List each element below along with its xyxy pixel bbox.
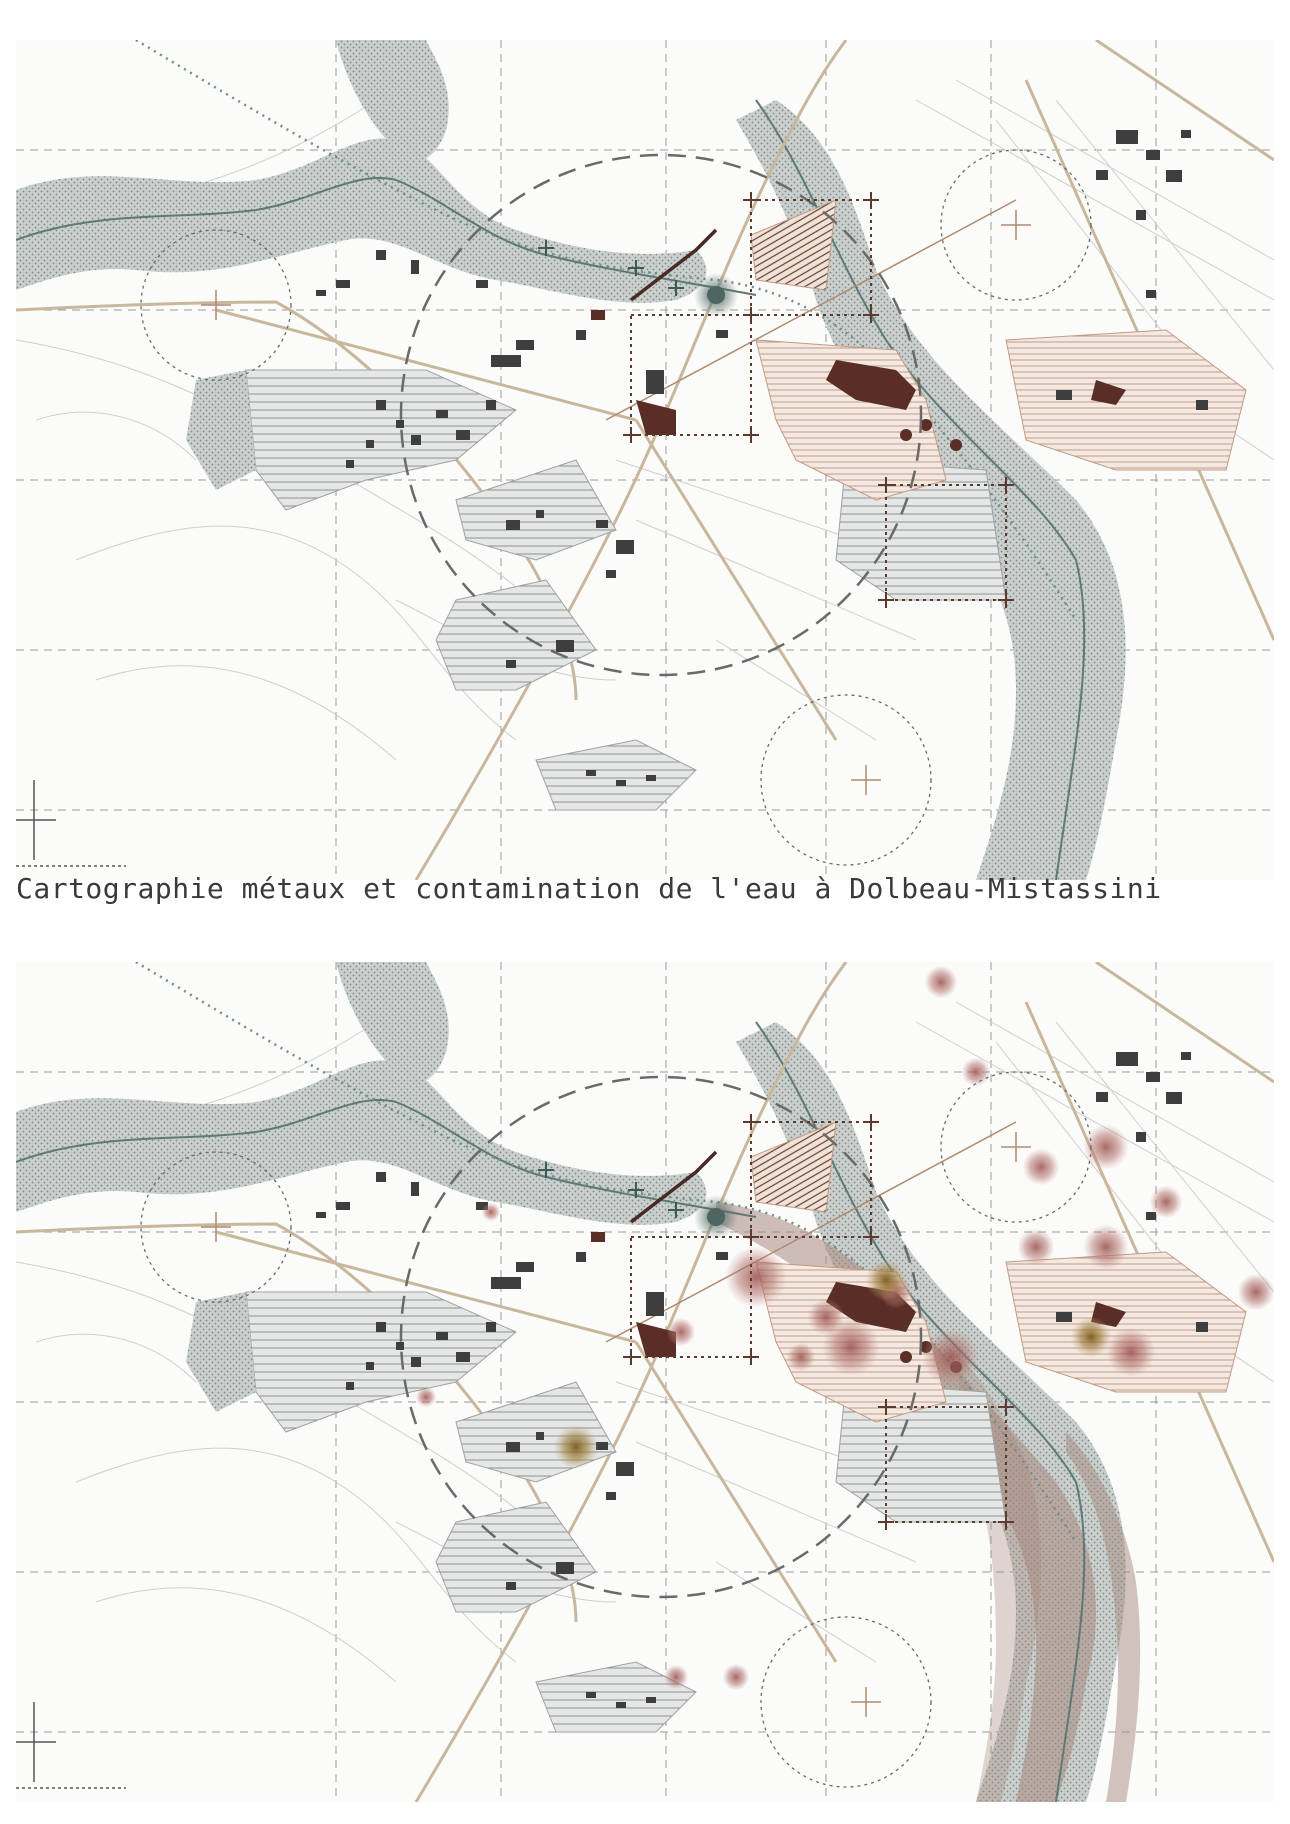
river-upper xyxy=(16,138,706,302)
hotspot-red xyxy=(482,1203,500,1221)
map-baseline-canvas xyxy=(16,40,1274,880)
hotspot-red xyxy=(1084,1225,1128,1269)
hotspot-red xyxy=(667,1318,695,1346)
map-contamination-canvas xyxy=(16,962,1274,1802)
map-baseline xyxy=(16,40,1274,880)
hotspot-red xyxy=(726,1247,786,1307)
water-sampling-core xyxy=(707,1208,725,1226)
river-north-branch xyxy=(336,962,449,1082)
map-contamination xyxy=(16,962,1274,1802)
hotspot-red xyxy=(787,1343,815,1371)
scale-mark xyxy=(16,1702,126,1788)
hotspot-red xyxy=(1107,1328,1155,1376)
hotspot-red xyxy=(923,1329,979,1385)
hotspot-red xyxy=(723,1664,749,1690)
hotspot-red xyxy=(416,1387,436,1407)
water-sampling-core xyxy=(707,286,725,304)
river-north-branch xyxy=(336,40,449,160)
hotspot-red xyxy=(664,1665,688,1689)
hotspot-red xyxy=(1023,1149,1059,1185)
scale-mark xyxy=(16,780,126,866)
hotspot-ochre xyxy=(1071,1317,1111,1357)
hotspot-red xyxy=(962,1058,990,1086)
hotspot-red xyxy=(1238,1274,1274,1310)
hotspot-red xyxy=(808,1299,844,1335)
hotspot-red xyxy=(1150,1186,1182,1218)
hotspot-ochre xyxy=(554,1425,598,1469)
hotspot-ochre xyxy=(866,1260,906,1300)
hotspot-red xyxy=(925,966,957,998)
river-upper xyxy=(16,1060,706,1224)
hotspot-red xyxy=(1018,1229,1054,1265)
map-caption: Cartographie métaux et contamination de … xyxy=(16,872,1162,905)
